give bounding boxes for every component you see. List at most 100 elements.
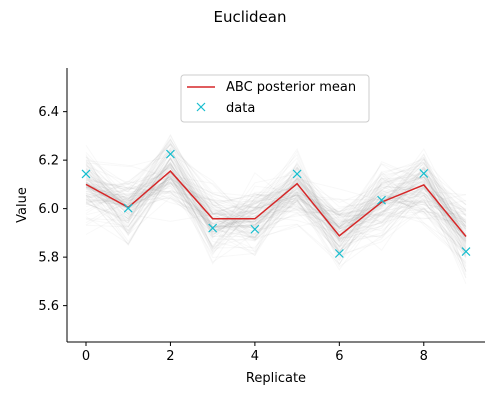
data-point <box>208 223 218 233</box>
posterior-sample-line <box>85 162 467 254</box>
posterior-sample-line <box>85 141 467 265</box>
posterior-sample-line <box>85 184 467 256</box>
posterior-sample-line <box>85 171 467 237</box>
data-point <box>377 195 386 205</box>
posterior-sample-line <box>85 158 467 238</box>
posterior-sample-line <box>85 175 467 276</box>
x-tick-label: 4 <box>251 349 259 364</box>
posterior-sample-line <box>85 163 467 267</box>
data-point-stroke <box>123 203 133 213</box>
posterior-sample-line <box>85 171 467 248</box>
posterior-sample-line <box>85 143 467 229</box>
data-point-stroke <box>292 169 302 179</box>
posterior-sample-line <box>85 147 467 236</box>
posterior-sample-line <box>85 163 467 246</box>
posterior-sample-line <box>85 165 467 268</box>
posterior-sample-line <box>85 139 467 254</box>
x-tick-label: 2 <box>166 349 174 364</box>
legend-marker-swatch <box>196 102 206 112</box>
y-tick-label: 5.6 <box>38 299 59 314</box>
posterior-sample-line <box>85 149 467 236</box>
x-tick-label: 6 <box>335 349 343 364</box>
posterior-mean-line <box>85 170 467 237</box>
posterior-sample-line <box>85 161 467 259</box>
data-point-stroke <box>461 247 471 256</box>
posterior-sample-line <box>85 180 467 262</box>
posterior-sample-line <box>85 150 467 249</box>
series-layer <box>81 149 471 258</box>
axes <box>66 68 485 343</box>
posterior-sample-line <box>85 152 467 262</box>
posterior-sample-line <box>85 173 467 251</box>
posterior-sample-line <box>85 176 467 268</box>
posterior-sample-line <box>85 157 467 257</box>
posterior-sample-line <box>85 161 467 242</box>
posterior-sample-line <box>85 152 467 242</box>
data-point-stroke <box>166 149 175 159</box>
y-tick-label: 6.0 <box>38 202 59 217</box>
posterior-sample-line <box>85 172 467 256</box>
posterior-sample-line <box>85 176 467 254</box>
posterior-sample-line <box>85 182 467 255</box>
posterior-sample-line <box>85 176 467 285</box>
posterior-sample-line <box>85 160 467 265</box>
legend-frame <box>180 74 370 123</box>
data-point <box>419 169 429 178</box>
posterior-sample-line <box>85 149 467 244</box>
data-point <box>166 149 175 159</box>
posterior-sample-line <box>85 162 467 247</box>
posterior-sample-line <box>85 163 467 229</box>
posterior-sample-line <box>85 153 467 265</box>
posterior-sample-line <box>85 147 467 254</box>
posterior-sample-line <box>85 133 467 244</box>
posterior-sample-line <box>85 134 467 272</box>
posterior-sample-line <box>85 189 467 254</box>
data-point-stroke <box>250 224 260 234</box>
posterior-sample-line <box>85 156 467 250</box>
posterior-sample-line <box>85 169 467 255</box>
posterior-sample-line <box>85 175 467 259</box>
data-point-stroke <box>419 169 429 178</box>
data-point <box>123 203 133 213</box>
x-tick-label: 8 <box>420 349 428 364</box>
posterior-sample-line <box>85 172 467 245</box>
x-tick-label: 0 <box>82 349 90 364</box>
posterior-sample-line <box>85 152 467 266</box>
posterior-sample-line <box>85 175 467 234</box>
posterior-sample-line <box>85 151 467 257</box>
posterior-sample-line <box>85 158 467 259</box>
posterior-sample-line <box>85 168 467 252</box>
x-ticks: 0 2 4 6 8 <box>82 342 428 364</box>
chart-title: Euclidean <box>213 8 286 26</box>
data-point <box>81 169 91 179</box>
posterior-sample-line <box>85 156 467 273</box>
legend: ABC posterior mean data <box>180 74 370 123</box>
posterior-sample-line <box>85 150 467 256</box>
posterior-sample-line <box>85 155 467 229</box>
posterior-sample-line <box>85 147 467 228</box>
data-point-stroke <box>334 249 344 258</box>
posterior-sample-line <box>85 137 467 242</box>
legend-label-data: data <box>226 101 255 116</box>
posterior-sample-line <box>85 182 467 255</box>
posterior-sample-line <box>85 154 467 238</box>
data-point <box>250 224 260 234</box>
posterior-sample-line <box>85 184 467 249</box>
data-point <box>461 247 471 256</box>
posterior-sample-line <box>85 162 467 254</box>
posterior-sample-line <box>85 143 467 239</box>
posterior-sample-line <box>85 156 467 236</box>
posterior-sample-line <box>85 147 467 256</box>
posterior-sample-line <box>85 138 467 257</box>
data-point-stroke <box>377 195 386 205</box>
x-axis-label: Replicate <box>246 371 306 386</box>
posterior-sample-line <box>85 172 467 246</box>
posterior-sample-line <box>85 163 467 235</box>
posterior-sample-line <box>85 182 467 241</box>
posterior-sample-line <box>85 157 467 238</box>
legend-label-posterior-mean: ABC posterior mean <box>226 80 356 95</box>
data-point-stroke <box>208 223 218 233</box>
posterior-sample-line <box>85 147 467 234</box>
y-axis-label: Value <box>15 187 30 223</box>
